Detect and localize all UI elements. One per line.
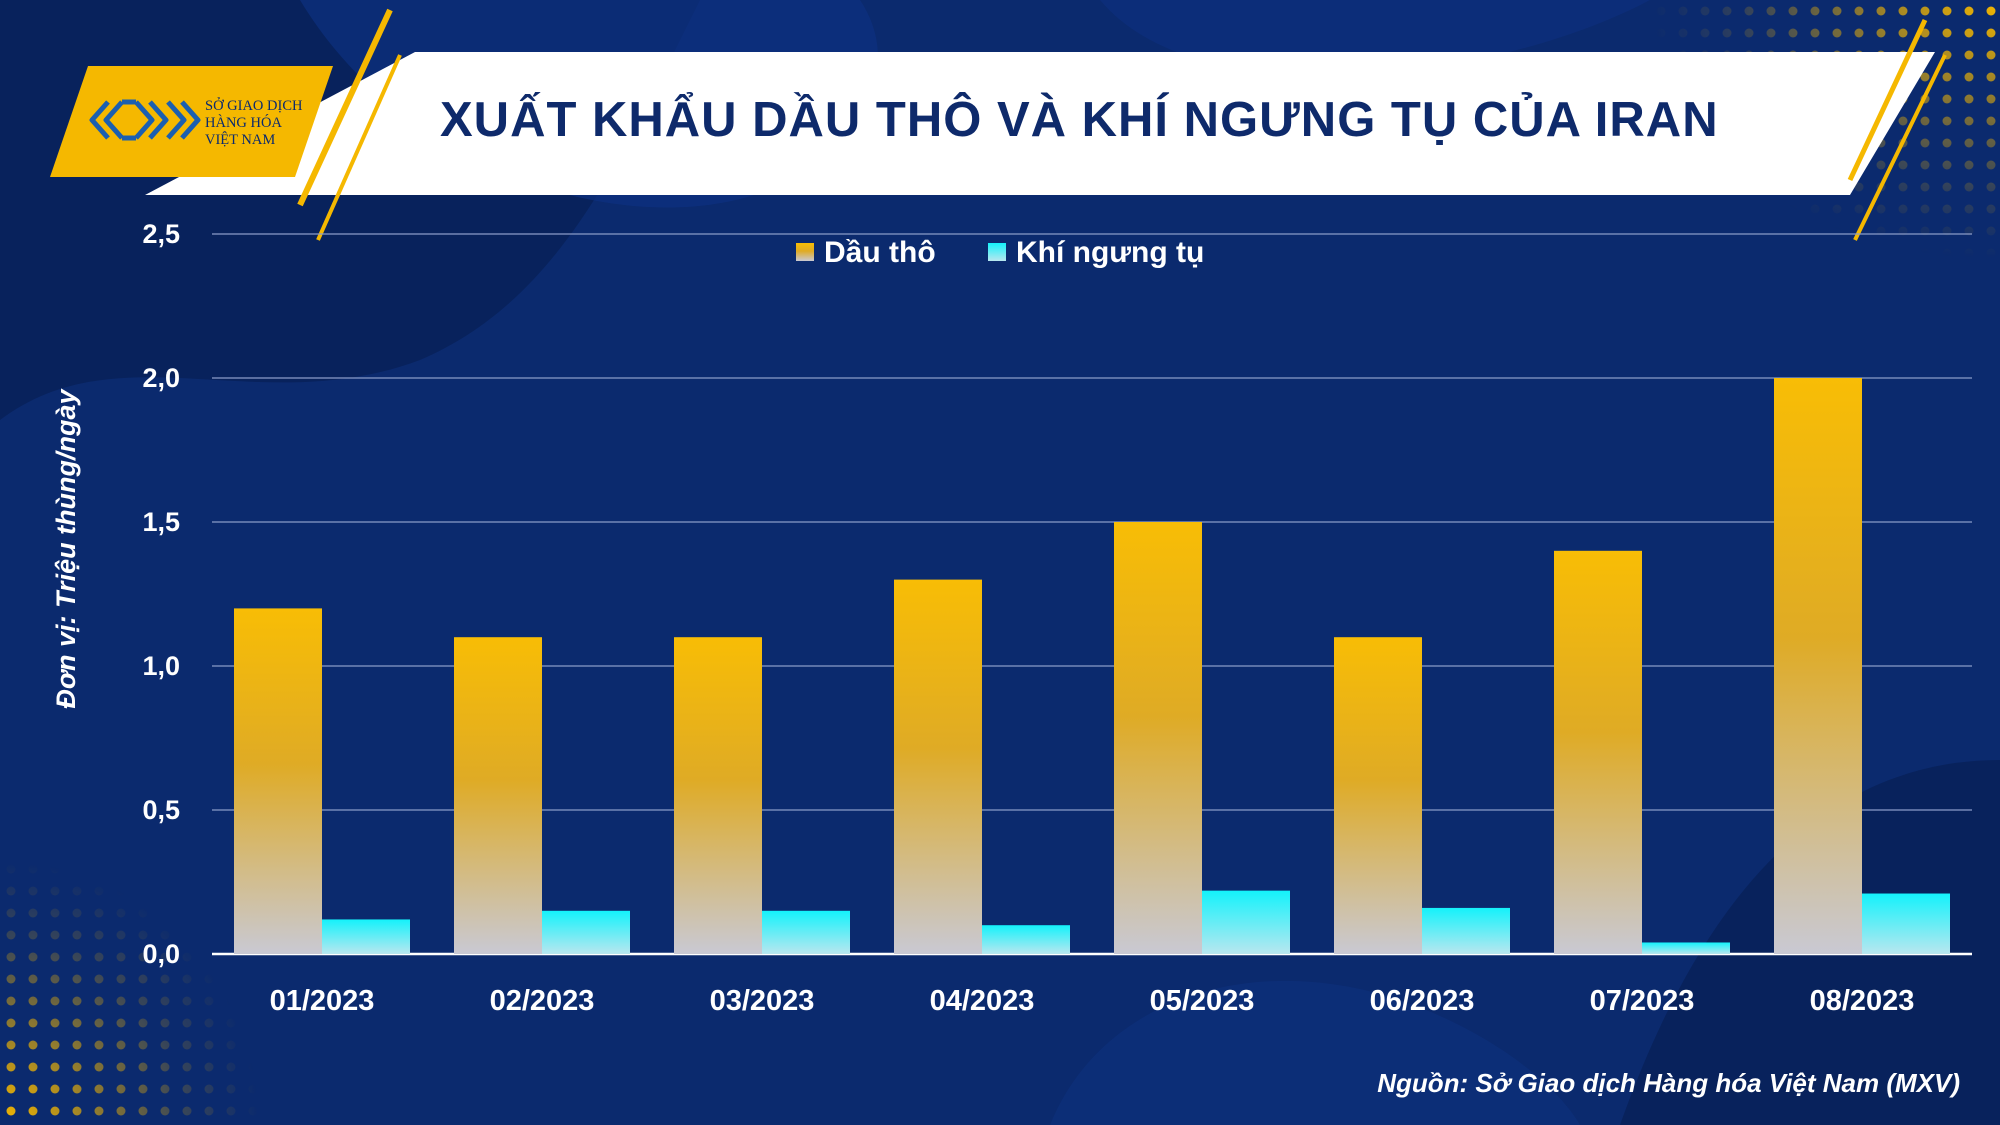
- bar-condensate: [762, 910, 850, 954]
- bar-crude-oil: [674, 637, 762, 954]
- logo-text: SỞ GIAO DỊCH HÀNG HÓA VIỆT NAM: [205, 98, 325, 149]
- bar-crude-oil: [1774, 378, 1862, 954]
- bar-condensate: [1642, 942, 1730, 954]
- bars: [234, 378, 1950, 954]
- legend-swatch: [796, 243, 814, 261]
- bar-condensate: [1202, 890, 1290, 954]
- legend-label: Khí ngưng tụ: [1016, 236, 1204, 269]
- bar-condensate: [322, 919, 410, 954]
- accent-stripe: [1847, 18, 1928, 182]
- bar-condensate: [1862, 893, 1950, 954]
- bar-crude-oil: [1114, 522, 1202, 954]
- legend-swatch: [988, 243, 1006, 261]
- legend-label: Dầu thô: [824, 236, 936, 269]
- logo-plate: [50, 66, 333, 177]
- x-tick-label: 07/2023: [1590, 985, 1695, 1017]
- accent-stripe: [297, 8, 393, 207]
- x-tick-label: 01/2023: [270, 985, 375, 1017]
- x-tick-label: 05/2023: [1150, 985, 1255, 1017]
- x-tick-label: 04/2023: [930, 985, 1035, 1017]
- y-tick-label: 1,5: [142, 507, 180, 537]
- bar-condensate: [1422, 907, 1510, 954]
- x-tick-label: 02/2023: [490, 985, 595, 1017]
- banner-white-strip: [145, 52, 1935, 195]
- y-tick-label: 2,5: [142, 219, 180, 249]
- y-axis-ticks: 0,0 0,5 1,0 1,5 2,0 2,5: [142, 219, 180, 969]
- logo-line: SỞ GIAO DỊCH: [205, 98, 303, 114]
- x-axis-ticks: 01/2023 02/2023 03/2023 04/2023 05/2023 06/20…: [270, 985, 1915, 1017]
- bar-crude-oil: [1554, 550, 1642, 954]
- bar-condensate: [982, 925, 1070, 954]
- bar-crude-oil: [894, 579, 982, 954]
- accent-stripe: [1853, 54, 1947, 241]
- legend: Dầu thô Khí ngưng tụ: [796, 236, 1204, 269]
- y-tick-label: 0,0: [142, 939, 180, 969]
- bar-crude-oil: [1334, 637, 1422, 954]
- source-note: Nguồn: Sở Giao dịch Hàng hóa Việt Nam (M…: [1377, 1068, 1960, 1098]
- title-banner: [50, 8, 1947, 241]
- y-tick-label: 0,5: [142, 795, 180, 825]
- x-tick-label: 03/2023: [710, 985, 815, 1017]
- logo-line: HÀNG HÓA: [205, 115, 282, 131]
- y-tick-label: 2,0: [142, 363, 180, 393]
- bar-crude-oil: [454, 637, 542, 954]
- x-tick-label: 06/2023: [1370, 985, 1475, 1017]
- y-tick-label: 1,0: [142, 651, 180, 681]
- chart-title: XUẤT KHẨU DẦU THÔ VÀ KHÍ NGƯNG TỤ CỦA IR…: [440, 93, 1719, 147]
- x-tick-label: 08/2023: [1810, 985, 1915, 1017]
- accent-stripe: [316, 54, 402, 241]
- mxv-logo-icon: [89, 99, 201, 141]
- logo-line: VIỆT NAM: [205, 132, 276, 148]
- bar-crude-oil: [234, 608, 322, 954]
- bar-condensate: [542, 910, 630, 954]
